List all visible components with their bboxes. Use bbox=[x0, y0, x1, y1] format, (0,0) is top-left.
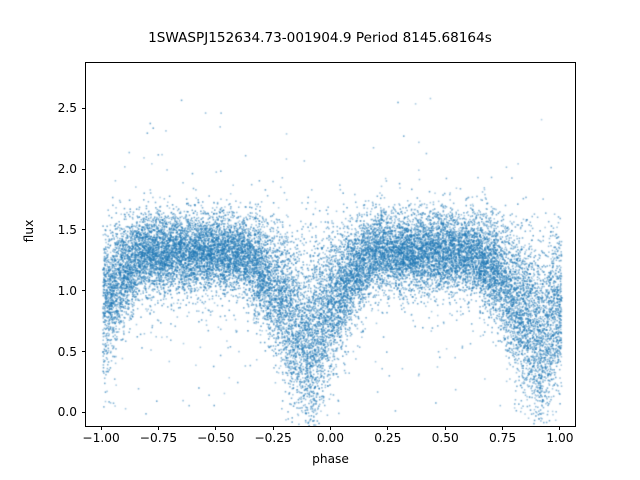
x-tick-label: 0.50 bbox=[431, 431, 459, 445]
x-tick-mark bbox=[387, 426, 389, 430]
y-tick-label: 0.0 bbox=[57, 405, 77, 420]
y-tick-label: 0.5 bbox=[57, 344, 77, 359]
x-axis-label: phase bbox=[312, 452, 349, 466]
x-tick-label: −0.75 bbox=[139, 431, 178, 445]
x-tick-label: 0.75 bbox=[489, 431, 517, 445]
chart-title: 1SWASPJ152634.73-001904.9 Period 8145.68… bbox=[148, 30, 492, 46]
x-tick-label: 0.25 bbox=[374, 431, 402, 445]
y-tick-mark bbox=[81, 107, 85, 109]
y-tick-mark bbox=[81, 229, 85, 231]
x-tick-mark bbox=[215, 426, 217, 430]
x-tick-mark bbox=[559, 426, 561, 430]
y-axis-label: flux bbox=[22, 219, 36, 243]
x-tick-mark bbox=[100, 426, 102, 430]
x-tick-label: −0.50 bbox=[197, 431, 235, 445]
x-tick-mark bbox=[502, 426, 504, 430]
x-tick-mark bbox=[272, 426, 274, 430]
y-tick-mark bbox=[81, 411, 85, 413]
x-tick-label: −1.00 bbox=[82, 431, 120, 445]
x-tick-mark bbox=[157, 426, 159, 430]
x-tick-label: 1.00 bbox=[546, 431, 574, 445]
x-tick-mark bbox=[444, 426, 446, 430]
x-tick-label: −0.25 bbox=[254, 431, 292, 445]
x-tick-mark bbox=[330, 426, 332, 430]
y-tick-label: 2.5 bbox=[57, 101, 77, 116]
y-tick-label: 2.0 bbox=[57, 162, 77, 177]
x-tick-label: 0.00 bbox=[316, 431, 345, 445]
plot-axes-area bbox=[85, 62, 576, 427]
scatter-plot-points bbox=[86, 63, 575, 426]
y-tick-mark bbox=[81, 290, 85, 292]
y-tick-label: 1.0 bbox=[57, 283, 77, 298]
y-axis-tick-labels: 0.0 0.5 1.0 1.5 2.0 2.5 bbox=[32, 0, 77, 480]
y-tick-label: 1.5 bbox=[57, 222, 77, 237]
y-tick-mark bbox=[81, 168, 85, 170]
y-tick-mark bbox=[81, 351, 85, 353]
